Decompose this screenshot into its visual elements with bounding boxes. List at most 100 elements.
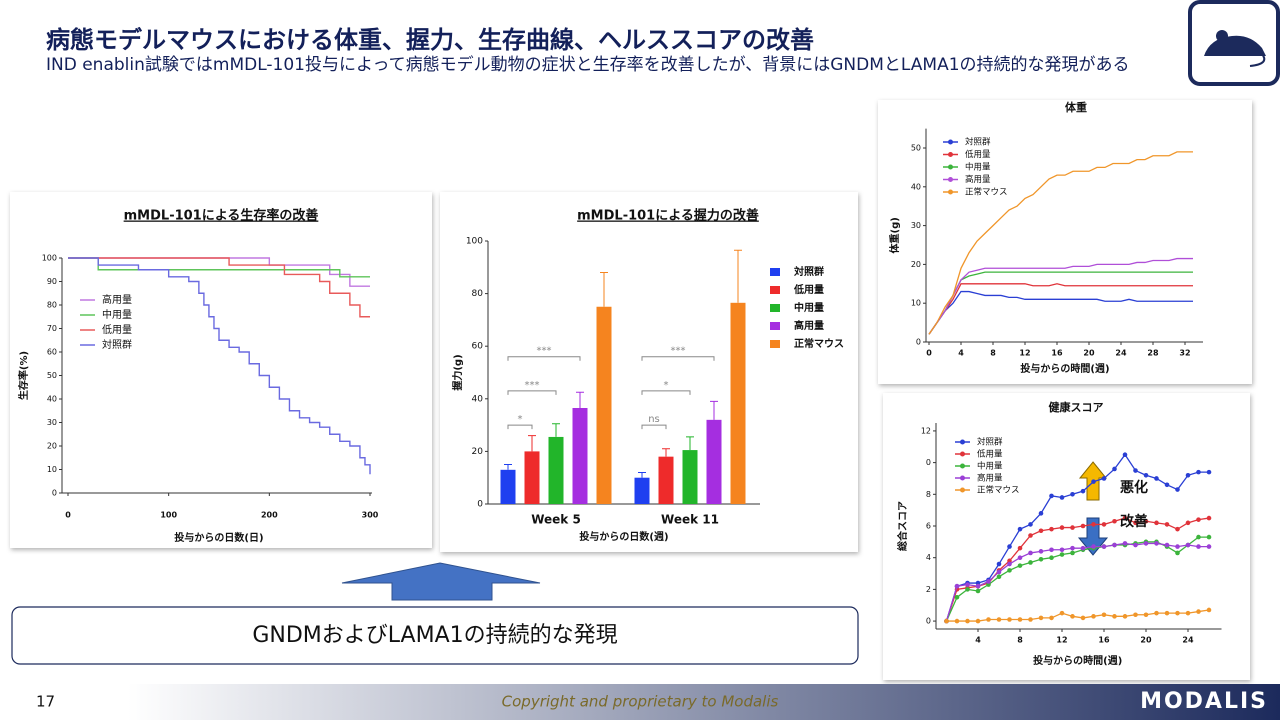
x-axis-label: 投与からの日数(週): [579, 530, 668, 543]
legend-swatch: [770, 340, 780, 348]
significance-bracket: [641, 424, 667, 430]
legend-label: 高用量: [977, 473, 1003, 484]
error-bar: [734, 249, 742, 303]
legend-marker: [948, 177, 953, 182]
data-point: [1185, 472, 1191, 478]
data-point: [1070, 545, 1075, 551]
data-point: [1133, 468, 1138, 473]
data-point: [996, 574, 1002, 580]
y-tick-label: 10: [911, 299, 921, 308]
data-point: [1206, 544, 1212, 549]
panel: [883, 393, 1250, 680]
x-tick-label: 24: [1182, 636, 1194, 645]
data-point: [1070, 614, 1075, 619]
legend-label: 高用量: [965, 174, 991, 185]
y-tick-label: 0: [926, 617, 931, 626]
data-point: [1196, 609, 1201, 614]
significance-label: ***: [537, 346, 552, 357]
data-point: [1196, 469, 1201, 475]
data-point: [1007, 561, 1012, 567]
bar: [500, 469, 516, 504]
y-tick-label: 60: [472, 342, 484, 352]
legend-marker: [948, 152, 953, 157]
legend-label: 高用量: [794, 319, 824, 332]
logo: MODALIS: [1140, 689, 1268, 714]
data-point: [1059, 547, 1065, 553]
bar: [706, 419, 722, 504]
legend-label: 中用量: [977, 461, 1003, 472]
data-point: [1101, 522, 1107, 527]
y-tick-label: 20: [911, 260, 921, 269]
y-axis-label: 握力(g): [451, 354, 464, 390]
data-point: [1038, 556, 1044, 562]
data-point: [1038, 549, 1044, 554]
data-point: [944, 618, 949, 624]
data-point: [1017, 617, 1023, 622]
legend-marker: [948, 139, 953, 145]
data-point: [1175, 526, 1180, 532]
data-point: [1017, 545, 1023, 551]
legend-swatch: [770, 286, 780, 294]
legend-label: 低用量: [102, 323, 132, 336]
data-point: [986, 617, 991, 622]
data-point: [1028, 560, 1033, 565]
data-point: [1028, 533, 1033, 538]
data-point: [1206, 469, 1212, 475]
data-point: [965, 587, 970, 592]
significance-bracket: [507, 356, 581, 361]
bar: [730, 302, 746, 504]
data-point: [1049, 526, 1054, 532]
data-point: [1059, 552, 1065, 557]
data-line: [928, 271, 1193, 335]
bar: [572, 408, 588, 504]
x-tick-label: 24: [1115, 349, 1127, 358]
error-bar: [638, 471, 646, 478]
data-point: [954, 595, 960, 600]
data-point: [1059, 495, 1065, 500]
data-line: [928, 283, 1193, 335]
legend-label: 対照群: [102, 338, 132, 351]
data-point: [1143, 541, 1149, 546]
data-point: [1049, 615, 1054, 621]
copyright: Copyright and proprietary to Modalis: [502, 693, 779, 711]
legend-label: 低用量: [793, 283, 824, 296]
data-point: [975, 580, 981, 586]
x-tick-label: 8: [990, 349, 996, 358]
chart-title: 体重: [1065, 100, 1087, 114]
data-point: [1175, 550, 1180, 556]
data-point: [1175, 487, 1180, 492]
legend-label: 対照群: [793, 265, 824, 278]
chart-title: mMDL-101による握力の改善: [577, 208, 759, 224]
legend-swatch: [770, 304, 780, 312]
x-tick-label: Week 11: [661, 513, 719, 527]
y-axis-label: 総合スコア: [896, 501, 909, 551]
data-point: [1143, 472, 1149, 478]
data-point: [986, 579, 991, 584]
significance-label: *: [664, 380, 669, 391]
bar: [634, 477, 650, 504]
data-point: [1164, 482, 1170, 488]
footer-bar: [0, 684, 1280, 720]
legend-marker: [948, 164, 953, 170]
x-tick-label: 28: [1147, 349, 1159, 358]
data-point: [1091, 544, 1096, 549]
x-tick-label: 12: [1019, 349, 1030, 358]
data-point: [1080, 545, 1086, 551]
data-point: [1070, 550, 1075, 556]
data-point: [954, 618, 960, 624]
data-point: [1007, 568, 1012, 573]
y-tick-label: 0: [52, 489, 57, 498]
y-tick-label: 40: [911, 182, 921, 191]
error-bar: [600, 272, 608, 307]
y-tick-label: 100: [466, 237, 483, 247]
data-point: [1038, 511, 1044, 516]
x-tick-label: 32: [1179, 349, 1190, 358]
data-point: [1122, 515, 1128, 521]
x-tick-label: 20: [1083, 349, 1095, 358]
error-bar: [662, 448, 670, 457]
y-tick-label: 4: [926, 553, 931, 562]
legend-marker: [960, 475, 965, 481]
y-tick-label: 0: [926, 458, 931, 467]
